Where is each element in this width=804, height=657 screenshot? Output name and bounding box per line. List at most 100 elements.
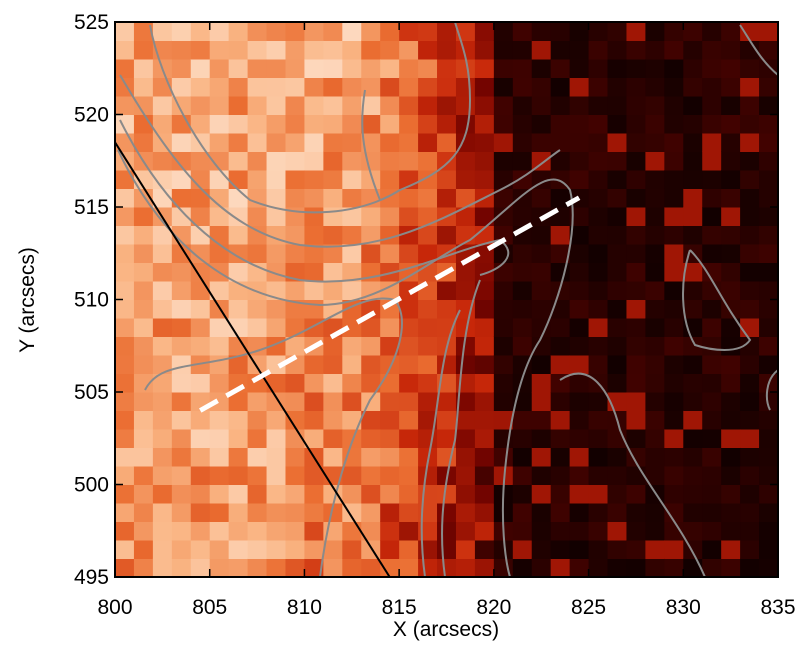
cell — [664, 299, 684, 319]
cell — [323, 77, 343, 97]
cell — [418, 466, 438, 485]
cell — [664, 40, 684, 60]
cell — [418, 392, 438, 411]
cell — [323, 96, 343, 115]
cell — [759, 244, 778, 263]
cell — [361, 96, 381, 115]
cell — [588, 484, 609, 504]
cell — [588, 225, 609, 245]
cell — [569, 170, 590, 189]
cell — [437, 447, 457, 467]
cell — [512, 318, 533, 337]
cell — [740, 373, 760, 393]
cell — [607, 114, 627, 134]
cell — [399, 40, 419, 60]
y-tick-label: 500 — [74, 474, 109, 497]
cell — [304, 133, 324, 152]
cell — [626, 281, 646, 300]
cell — [607, 540, 627, 559]
cell — [474, 133, 495, 152]
cell — [209, 429, 230, 448]
cell — [550, 59, 571, 78]
cell — [531, 466, 552, 485]
cell — [304, 244, 324, 263]
cell — [512, 429, 533, 448]
cell — [171, 133, 192, 152]
cell — [702, 225, 722, 245]
cell — [247, 188, 268, 208]
cell — [228, 447, 249, 467]
cell — [361, 318, 381, 337]
cell — [247, 151, 268, 171]
cell — [380, 114, 400, 134]
cell — [588, 133, 609, 152]
cell — [323, 355, 343, 374]
overlays — [115, 141, 581, 577]
cell — [152, 355, 173, 374]
cell — [683, 336, 703, 356]
cell — [304, 410, 324, 430]
cell — [342, 318, 362, 337]
cell — [588, 336, 609, 356]
cell — [550, 392, 571, 411]
cell — [342, 22, 362, 41]
cell — [399, 244, 419, 263]
cell — [209, 22, 230, 41]
cell — [740, 318, 760, 337]
cell — [474, 22, 495, 41]
cell — [190, 188, 211, 208]
cell — [759, 188, 778, 208]
cell — [152, 447, 173, 467]
cell — [626, 114, 646, 134]
cell — [493, 355, 514, 374]
cell — [380, 96, 400, 115]
cell — [399, 466, 419, 485]
cell — [304, 503, 324, 522]
cell — [512, 336, 533, 356]
cell — [550, 151, 571, 171]
cell — [266, 373, 286, 393]
cell — [702, 466, 722, 485]
cell — [645, 225, 665, 245]
cell — [569, 59, 590, 78]
cell — [304, 521, 324, 541]
cell — [342, 207, 362, 226]
cell — [721, 96, 741, 115]
cell — [304, 188, 324, 208]
cell — [380, 558, 400, 577]
cell — [721, 133, 741, 152]
cell — [721, 392, 741, 411]
cell — [209, 466, 230, 485]
cell — [115, 207, 135, 226]
cell — [115, 225, 135, 245]
cell — [512, 77, 533, 97]
cell — [455, 447, 476, 467]
cell — [607, 244, 627, 263]
cell — [418, 521, 438, 541]
cell — [285, 484, 305, 504]
cell — [437, 299, 457, 319]
cell — [342, 151, 362, 171]
cell — [512, 40, 533, 60]
cell — [342, 521, 362, 541]
cell — [399, 540, 419, 559]
cell — [550, 77, 571, 97]
cell — [152, 281, 173, 300]
cell — [645, 558, 665, 577]
cell — [380, 244, 400, 263]
cell — [569, 484, 590, 504]
cell — [228, 503, 249, 522]
cell — [399, 447, 419, 467]
cell — [342, 170, 362, 189]
cell — [474, 59, 495, 78]
cell — [683, 466, 703, 485]
cell — [399, 207, 419, 226]
cell — [342, 392, 362, 411]
cell — [626, 244, 646, 263]
cell — [607, 40, 627, 60]
cell — [152, 299, 173, 319]
cell — [247, 484, 268, 504]
cell — [342, 244, 362, 263]
cell — [342, 466, 362, 485]
cell — [455, 207, 476, 226]
